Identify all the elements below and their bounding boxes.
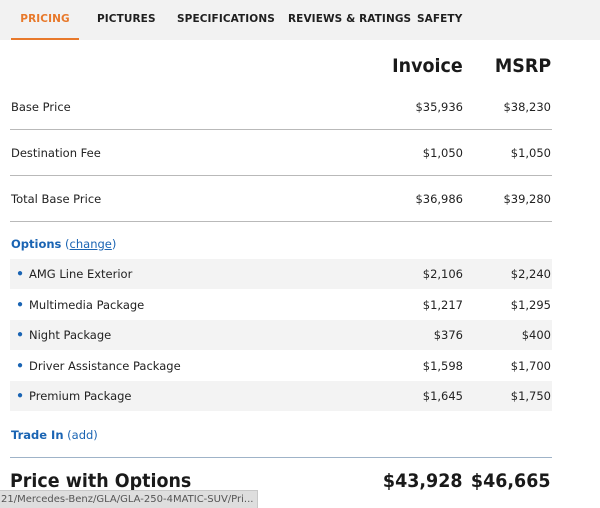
tab-safety[interactable]: SAFETY: [417, 13, 463, 25]
options-change-link[interactable]: change: [69, 237, 112, 251]
msrp-value: $400: [521, 328, 551, 342]
invoice-value: $1,217: [422, 298, 463, 312]
row-divider: [10, 129, 552, 130]
option-label: AMG Line Exterior: [29, 267, 133, 281]
row-label: Total Base Price: [11, 192, 102, 206]
invoice-value: $1,050: [422, 146, 463, 160]
invoice-value: $35,936: [415, 100, 463, 114]
invoice-value: $2,106: [422, 267, 463, 281]
option-label: Night Package: [29, 328, 112, 342]
browser-status-url: 21/Mercedes-Benz/GLA/GLA-250-4MATIC-SUV/…: [0, 490, 259, 508]
price-with-options-label: Price with Options: [10, 470, 192, 492]
total-divider: [10, 457, 552, 458]
msrp-value: $1,295: [510, 298, 551, 312]
option-label: Premium Package: [29, 389, 132, 403]
option-row: ● Premium Package $1,645 $1,750: [10, 381, 552, 411]
tab-reviews-ratings[interactable]: REVIEWS & RATINGS: [288, 13, 412, 25]
row-divider: [10, 221, 552, 222]
row-divider: [10, 175, 552, 176]
invoice-column-header: Invoice: [392, 55, 463, 77]
total-msrp-value: $46,665: [471, 470, 551, 492]
trade-in-title: Trade In: [11, 428, 64, 442]
msrp-value: $1,050: [510, 146, 551, 160]
trade-in-heading: Trade In (add): [11, 428, 98, 442]
tab-specifications[interactable]: SPECIFICATIONS: [177, 13, 275, 25]
msrp-value: $39,280: [503, 192, 551, 206]
msrp-value: $1,700: [510, 359, 551, 373]
msrp-column-header: MSRP: [494, 55, 551, 77]
invoice-value: $1,598: [422, 359, 463, 373]
option-row: ● Night Package $376 $400: [10, 320, 552, 350]
option-row: ● AMG Line Exterior $2,106 $2,240: [10, 259, 552, 289]
invoice-value: $376: [433, 328, 463, 342]
option-row: ● Multimedia Package $1,217 $1,295: [10, 290, 552, 320]
tab-pictures[interactable]: PICTURES: [97, 13, 156, 25]
bullet-icon: ●: [17, 329, 24, 340]
msrp-value: $1,750: [510, 389, 551, 403]
option-row: ● Driver Assistance Package $1,598 $1,70…: [10, 351, 552, 381]
options-title: Options: [11, 237, 62, 251]
invoice-value: $36,986: [415, 192, 463, 206]
tab-pricing[interactable]: PRICING: [11, 0, 79, 40]
invoice-value: $1,645: [422, 389, 463, 403]
msrp-value: $38,230: [503, 100, 551, 114]
msrp-value: $2,240: [510, 267, 551, 281]
options-heading: Options (change): [11, 237, 117, 251]
bullet-icon: ●: [17, 299, 24, 310]
trade-in-add-link[interactable]: (add): [67, 428, 98, 442]
total-invoice-value: $43,928: [383, 470, 463, 492]
bullet-icon: ●: [17, 268, 24, 279]
row-label: Base Price: [11, 100, 71, 114]
bullet-icon: ●: [17, 360, 24, 371]
option-label: Driver Assistance Package: [29, 359, 181, 373]
tab-bar: PRICING PICTURES SPECIFICATIONS REVIEWS …: [0, 0, 600, 40]
row-label: Destination Fee: [11, 146, 101, 160]
option-label: Multimedia Package: [29, 298, 145, 312]
bullet-icon: ●: [17, 390, 24, 401]
